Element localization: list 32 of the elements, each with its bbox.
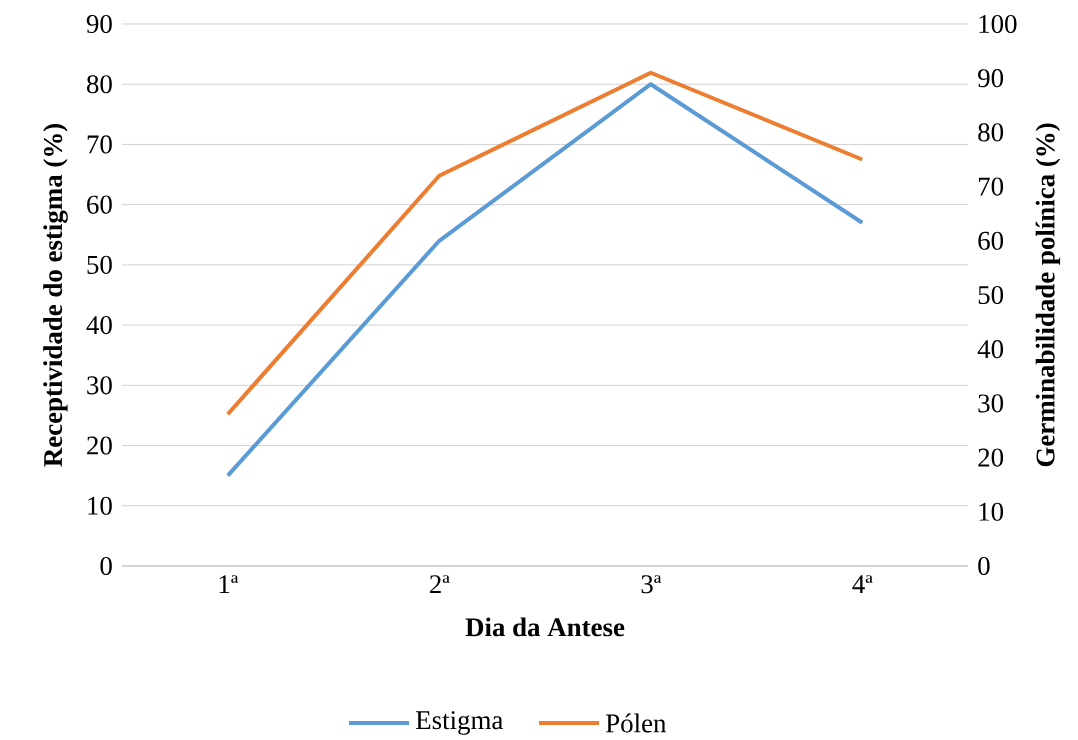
y2-axis-title: Germinabilidade polínica (%) bbox=[1035, 123, 1061, 467]
y2-tick-label: 10 bbox=[979, 502, 1004, 521]
y-tick-label: 0 bbox=[100, 556, 112, 576]
x-tick-label: 3ª bbox=[641, 575, 662, 594]
y2-tick-label: 50 bbox=[978, 285, 1004, 305]
y-tick-label: 50 bbox=[87, 255, 112, 274]
y-tick-label: 80 bbox=[86, 75, 112, 94]
y-tick-label: 10 bbox=[88, 496, 112, 515]
y-tick-label: 90 bbox=[86, 14, 112, 34]
y2-tick-label: 90 bbox=[978, 69, 1004, 88]
y2-tick-label: 80 bbox=[978, 123, 1004, 142]
y2-tick-label: 20 bbox=[978, 448, 1004, 467]
x-tick-label: 4ª bbox=[852, 575, 873, 594]
line-series bbox=[225, 70, 865, 417]
line-series bbox=[225, 82, 865, 478]
legend-label: Pólen bbox=[605, 713, 667, 733]
y-tick-label: 20 bbox=[87, 436, 112, 455]
y-tick-label: 30 bbox=[87, 376, 112, 395]
y2-tick-label: 70 bbox=[978, 177, 1004, 196]
y2-tick-label: 40 bbox=[977, 340, 1004, 359]
legend-label: Estigma bbox=[415, 711, 504, 735]
x-tick-label: 1ª bbox=[219, 575, 239, 594]
y-tick-label: 60 bbox=[87, 195, 112, 214]
y2-tick-label: 30 bbox=[978, 394, 1004, 413]
y2-tick-label: 100 bbox=[979, 14, 1017, 34]
y-tick-label: 70 bbox=[87, 135, 112, 154]
y-tick-label: 40 bbox=[86, 316, 112, 335]
y-axis-title: Receptividade do estigma (%) bbox=[43, 123, 68, 467]
y2-tick-label: 0 bbox=[978, 556, 990, 576]
x-tick-label: 2ª bbox=[430, 575, 450, 594]
y2-tick-label: 60 bbox=[978, 231, 1004, 250]
x-axis-title: Dia da Antese bbox=[465, 617, 625, 637]
